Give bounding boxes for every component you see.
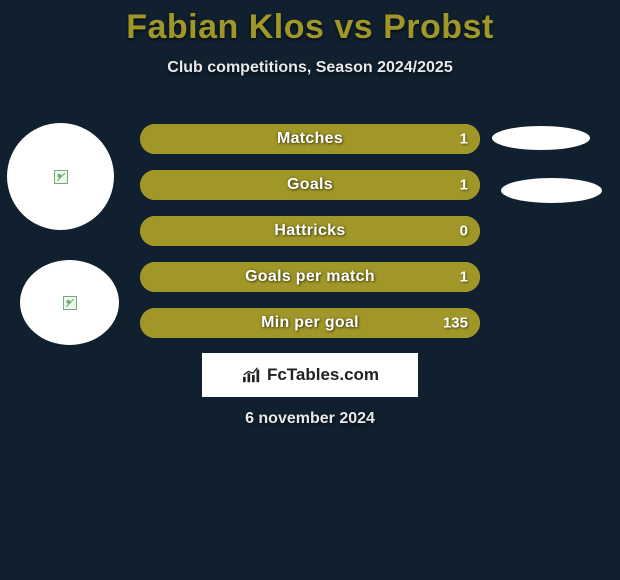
stat-bar: Goals 1 xyxy=(140,170,480,200)
bar-value: 1 xyxy=(460,177,468,194)
bar-label: Goals xyxy=(140,176,480,194)
brand-badge: FcTables.com xyxy=(202,353,418,397)
bar-label: Goals per match xyxy=(140,268,480,286)
player-avatar-1 xyxy=(7,123,114,230)
stat-bar: Goals per match 1 xyxy=(140,262,480,292)
bar-value: 135 xyxy=(443,315,468,332)
bar-label: Min per goal xyxy=(140,314,480,332)
bar-label: Hattricks xyxy=(140,222,480,240)
bar-value: 0 xyxy=(460,223,468,240)
date-label: 6 november 2024 xyxy=(0,410,620,428)
bar-value: 1 xyxy=(460,269,468,286)
stat-bar: Matches 1 xyxy=(140,124,480,154)
chart-icon xyxy=(241,366,263,384)
player-avatar-2 xyxy=(20,260,119,345)
image-placeholder-icon xyxy=(54,170,68,184)
stat-bar: Min per goal 135 xyxy=(140,308,480,338)
page-title: Fabian Klos vs Probst xyxy=(0,0,620,47)
stat-bars: Matches 1 Goals 1 Hattricks 0 Goals per … xyxy=(140,124,480,354)
stat-bar: Hattricks 0 xyxy=(140,216,480,246)
bar-value: 1 xyxy=(460,131,468,148)
image-placeholder-icon xyxy=(63,296,77,310)
page-subtitle: Club competitions, Season 2024/2025 xyxy=(0,59,620,77)
opponent-marker-1 xyxy=(492,126,590,150)
bar-label: Matches xyxy=(140,130,480,148)
opponent-marker-2 xyxy=(501,178,602,203)
brand-text: FcTables.com xyxy=(267,365,379,385)
